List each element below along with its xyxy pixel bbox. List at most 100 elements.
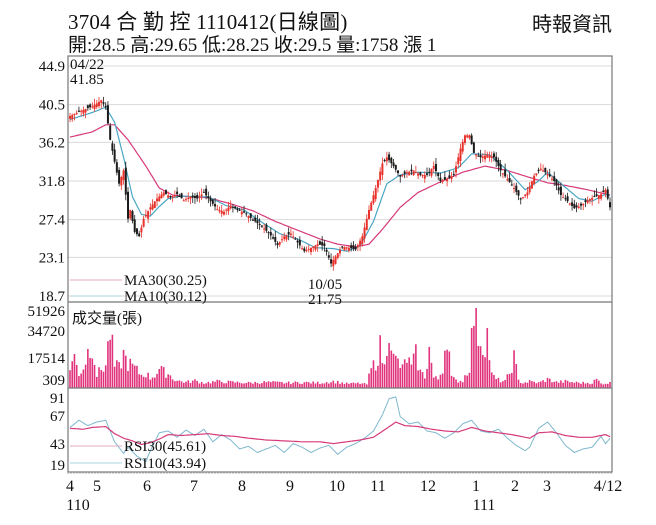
- volume-bar: [368, 373, 370, 388]
- volume-bar: [598, 380, 600, 388]
- volume-bar: [457, 382, 460, 388]
- volume-bar: [267, 381, 270, 388]
- candle-body: [466, 135, 469, 138]
- volume-bar: [372, 360, 375, 388]
- candle-body: [113, 149, 116, 162]
- volume-bar: [609, 381, 611, 388]
- candle-body: [446, 179, 449, 182]
- candle-body: [584, 200, 587, 203]
- candle-body: [138, 233, 141, 237]
- volume-bar: [169, 375, 172, 388]
- candle-body: [289, 233, 292, 235]
- volume-bar: [439, 374, 442, 388]
- candle-body: [301, 248, 304, 250]
- volume-bar: [142, 376, 145, 388]
- volume-bar: [332, 380, 335, 388]
- candle-body: [423, 174, 426, 179]
- volume-bar: [75, 364, 78, 388]
- volume-bar: [180, 381, 183, 388]
- candle-body: [492, 153, 495, 158]
- volume-bar: [256, 382, 259, 388]
- candle-body: [272, 237, 275, 239]
- volume-bar: [345, 382, 348, 388]
- candle-body: [162, 192, 165, 196]
- candle-body: [167, 195, 170, 198]
- volume-bar: [232, 381, 234, 388]
- x-tick-label: 7: [190, 478, 198, 495]
- price-tick-label: 18.7: [39, 289, 66, 305]
- volume-bar: [189, 382, 192, 388]
- volume-bar: [292, 382, 294, 388]
- candle-body: [359, 240, 362, 246]
- candle-body: [381, 163, 384, 175]
- candle-body: [401, 175, 404, 177]
- volume-bar: [421, 372, 424, 388]
- candle-body: [495, 156, 498, 162]
- volume-bar: [294, 381, 297, 388]
- volume-bar: [582, 381, 585, 388]
- candle-body: [410, 169, 413, 172]
- volume-bar: [89, 357, 91, 388]
- candle-body: [526, 192, 529, 196]
- volume-bar: [272, 381, 274, 388]
- candle-body: [265, 224, 268, 231]
- volume-bar: [606, 383, 609, 388]
- volume-bar: [406, 362, 408, 388]
- candle-body: [513, 188, 516, 190]
- volume-bar: [354, 383, 357, 388]
- candle-body: [412, 170, 415, 175]
- candle-body: [156, 198, 159, 202]
- volume-bar: [386, 355, 388, 388]
- candle-body: [267, 232, 270, 234]
- volume-bar: [278, 381, 281, 388]
- volume-bar: [120, 368, 123, 388]
- candle-body: [151, 204, 154, 210]
- volume-bar: [513, 350, 515, 388]
- volume-bar: [236, 381, 239, 388]
- volume-bar: [87, 348, 89, 388]
- candle-body: [238, 209, 241, 211]
- candle-body: [439, 177, 442, 181]
- volume-bar: [426, 368, 428, 388]
- candle-body: [229, 205, 232, 209]
- candle-body: [336, 253, 339, 258]
- candle-body: [501, 173, 504, 175]
- volume-bar: [171, 379, 174, 388]
- candle-body: [142, 218, 145, 227]
- volume-bar: [234, 382, 236, 388]
- candle-body: [129, 209, 132, 219]
- volume-bar: [82, 369, 85, 388]
- candle-body: [153, 201, 156, 209]
- volume-bar: [412, 353, 415, 388]
- candle-body: [488, 155, 491, 158]
- volume-bar: [430, 362, 433, 388]
- high-value-label: 41.85: [70, 72, 104, 88]
- volume-bar: [453, 377, 455, 388]
- candle-body: [274, 236, 277, 242]
- candle-body: [555, 179, 558, 186]
- volume-bar: [361, 383, 364, 388]
- candle-body: [285, 235, 288, 240]
- volume-bar: [381, 363, 384, 388]
- candle-body: [276, 243, 279, 246]
- candle-body: [539, 168, 542, 170]
- candle-body: [69, 116, 71, 119]
- volume-bar: [160, 365, 163, 388]
- volume-bar: [310, 383, 312, 388]
- volume-bar: [535, 383, 538, 388]
- price-tick-label: 36.2: [39, 135, 65, 151]
- volume-bar: [365, 384, 368, 388]
- ma30-line: [69, 124, 611, 248]
- candle-body: [566, 196, 569, 202]
- candle-body: [363, 227, 366, 239]
- rsi10-legend: RSI10(43.94): [124, 456, 206, 472]
- candle-body: [80, 110, 83, 112]
- candle-body: [497, 159, 500, 167]
- volume-bar: [178, 380, 181, 388]
- candle-body: [562, 197, 565, 199]
- volume-bar: [203, 383, 205, 388]
- candle-body: [379, 171, 382, 181]
- ma10-line: [69, 106, 611, 252]
- candle-body: [332, 260, 335, 267]
- volume-bar: [285, 382, 288, 388]
